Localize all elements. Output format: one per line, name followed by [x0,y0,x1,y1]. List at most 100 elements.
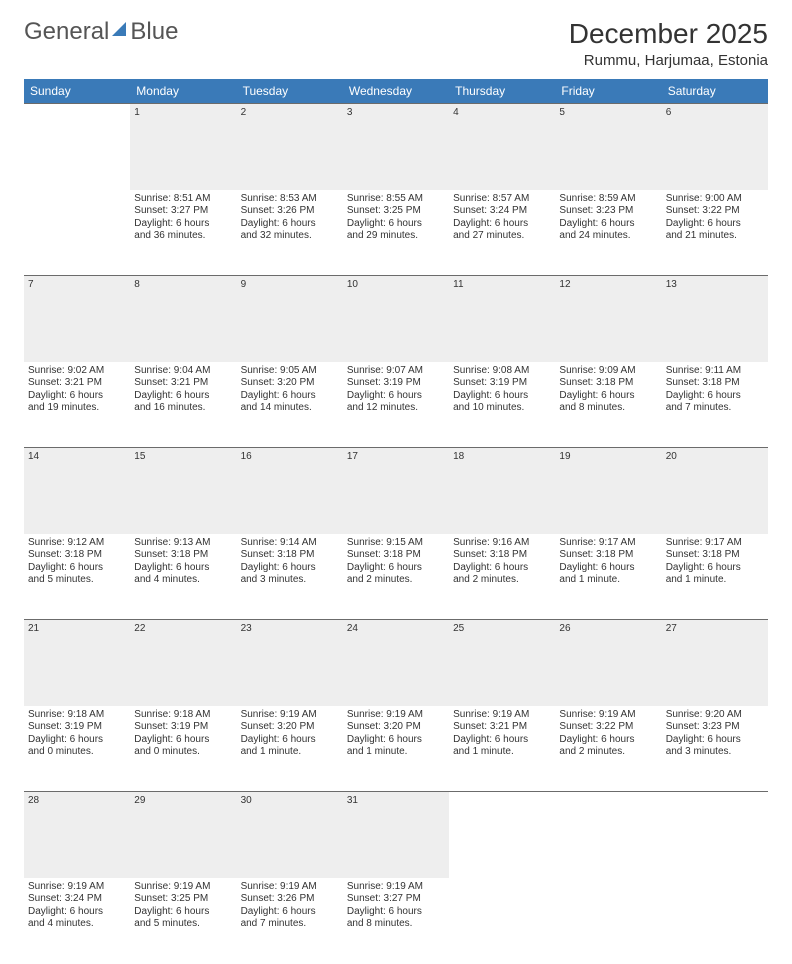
day1-text: Daylight: 6 hours [28,734,126,747]
day-number [555,792,661,878]
day-cell: Sunrise: 9:19 AMSunset: 3:21 PMDaylight:… [449,706,555,792]
sunrise-text: Sunrise: 9:18 AM [134,709,232,722]
day2-text: and 2 minutes. [559,746,657,759]
sunset-text: Sunset: 3:21 PM [28,377,126,390]
day-content-row: Sunrise: 9:12 AMSunset: 3:18 PMDaylight:… [24,534,768,620]
day-cell: Sunrise: 9:19 AMSunset: 3:25 PMDaylight:… [130,878,236,964]
day1-text: Daylight: 6 hours [559,734,657,747]
day-cell: Sunrise: 9:08 AMSunset: 3:19 PMDaylight:… [449,362,555,448]
day1-text: Daylight: 6 hours [134,734,232,747]
day2-text: and 16 minutes. [134,402,232,415]
day-number: 8 [130,276,236,362]
sunset-text: Sunset: 3:21 PM [134,377,232,390]
day-number [24,104,130,190]
day-number: 27 [662,620,768,706]
day2-text: and 12 minutes. [347,402,445,415]
sunrise-text: Sunrise: 9:17 AM [559,537,657,550]
day1-text: Daylight: 6 hours [28,390,126,403]
day-cell: Sunrise: 9:19 AMSunset: 3:27 PMDaylight:… [343,878,449,964]
sunset-text: Sunset: 3:24 PM [453,205,551,218]
day1-text: Daylight: 6 hours [453,218,551,231]
sunset-text: Sunset: 3:23 PM [559,205,657,218]
sunset-text: Sunset: 3:18 PM [241,549,339,562]
day2-text: and 29 minutes. [347,230,445,243]
weekday-header: Sunday [24,79,130,104]
day-number: 6 [662,104,768,190]
day1-text: Daylight: 6 hours [134,906,232,919]
day-number [662,792,768,878]
day-number: 19 [555,448,661,534]
sunset-text: Sunset: 3:19 PM [28,721,126,734]
day-cell [555,878,661,964]
day-cell: Sunrise: 9:05 AMSunset: 3:20 PMDaylight:… [237,362,343,448]
day-cell: Sunrise: 9:19 AMSunset: 3:20 PMDaylight:… [343,706,449,792]
sunrise-text: Sunrise: 9:20 AM [666,709,764,722]
day-cell: Sunrise: 8:53 AMSunset: 3:26 PMDaylight:… [237,190,343,276]
day-cell: Sunrise: 8:51 AMSunset: 3:27 PMDaylight:… [130,190,236,276]
day1-text: Daylight: 6 hours [559,390,657,403]
day2-text: and 7 minutes. [241,918,339,931]
sunset-text: Sunset: 3:27 PM [347,893,445,906]
day2-text: and 8 minutes. [347,918,445,931]
sunrise-text: Sunrise: 8:57 AM [453,193,551,206]
sunrise-text: Sunrise: 9:16 AM [453,537,551,550]
day-cell: Sunrise: 9:02 AMSunset: 3:21 PMDaylight:… [24,362,130,448]
day2-text: and 8 minutes. [559,402,657,415]
day-cell: Sunrise: 9:19 AMSunset: 3:20 PMDaylight:… [237,706,343,792]
weekday-header-row: Sunday Monday Tuesday Wednesday Thursday… [24,79,768,104]
day2-text: and 14 minutes. [241,402,339,415]
page-title: December 2025 [569,18,768,50]
sunrise-text: Sunrise: 9:07 AM [347,365,445,378]
sunset-text: Sunset: 3:24 PM [28,893,126,906]
day1-text: Daylight: 6 hours [241,218,339,231]
sunrise-text: Sunrise: 8:55 AM [347,193,445,206]
day1-text: Daylight: 6 hours [347,734,445,747]
day-number: 16 [237,448,343,534]
day2-text: and 21 minutes. [666,230,764,243]
day1-text: Daylight: 6 hours [241,734,339,747]
location: Rummu, Harjumaa, Estonia [569,52,768,69]
day-cell: Sunrise: 9:19 AMSunset: 3:26 PMDaylight:… [237,878,343,964]
day-cell: Sunrise: 9:00 AMSunset: 3:22 PMDaylight:… [662,190,768,276]
day-content-row: Sunrise: 9:19 AMSunset: 3:24 PMDaylight:… [24,878,768,964]
day-content-row: Sunrise: 9:02 AMSunset: 3:21 PMDaylight:… [24,362,768,448]
day2-text: and 1 minute. [347,746,445,759]
sunrise-text: Sunrise: 9:19 AM [241,709,339,722]
day2-text: and 1 minute. [666,574,764,587]
weekday-header: Saturday [662,79,768,104]
day-number: 18 [449,448,555,534]
daynum-row: 28293031 [24,792,768,878]
day2-text: and 2 minutes. [453,574,551,587]
day1-text: Daylight: 6 hours [453,390,551,403]
day-cell: Sunrise: 8:57 AMSunset: 3:24 PMDaylight:… [449,190,555,276]
day1-text: Daylight: 6 hours [559,562,657,575]
sunrise-text: Sunrise: 9:08 AM [453,365,551,378]
day2-text: and 5 minutes. [134,918,232,931]
sunset-text: Sunset: 3:18 PM [347,549,445,562]
logo: General Blue [24,18,178,46]
sunrise-text: Sunrise: 9:19 AM [134,881,232,894]
sunset-text: Sunset: 3:26 PM [241,893,339,906]
sunset-text: Sunset: 3:20 PM [347,721,445,734]
day-number: 30 [237,792,343,878]
sunrise-text: Sunrise: 9:19 AM [241,881,339,894]
sunset-text: Sunset: 3:20 PM [241,377,339,390]
sunset-text: Sunset: 3:18 PM [559,549,657,562]
weekday-header: Monday [130,79,236,104]
day2-text: and 27 minutes. [453,230,551,243]
sunrise-text: Sunrise: 9:19 AM [28,881,126,894]
day-number: 3 [343,104,449,190]
sunrise-text: Sunrise: 9:11 AM [666,365,764,378]
sunrise-text: Sunrise: 9:19 AM [453,709,551,722]
daynum-row: 21222324252627 [24,620,768,706]
day-number: 22 [130,620,236,706]
day2-text: and 3 minutes. [241,574,339,587]
sunrise-text: Sunrise: 9:17 AM [666,537,764,550]
daynum-row: 123456 [24,104,768,190]
day-number: 25 [449,620,555,706]
sunset-text: Sunset: 3:18 PM [559,377,657,390]
day-number: 24 [343,620,449,706]
day-content-row: Sunrise: 9:18 AMSunset: 3:19 PMDaylight:… [24,706,768,792]
day-number: 23 [237,620,343,706]
day-cell: Sunrise: 9:17 AMSunset: 3:18 PMDaylight:… [662,534,768,620]
